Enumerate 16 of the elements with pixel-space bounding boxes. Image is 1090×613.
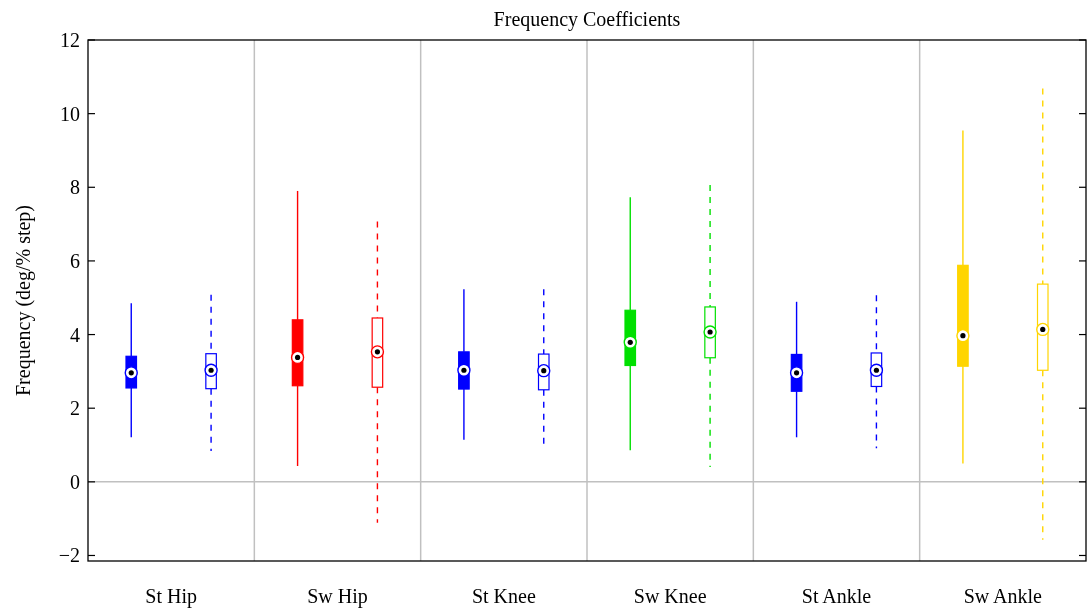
y-tick-label: 4 xyxy=(70,323,80,346)
y-tick-label: 12 xyxy=(60,29,80,51)
y-tick-label: 10 xyxy=(60,102,80,125)
x-tick-label: Sw Knee xyxy=(633,585,707,607)
x-tick-label: Sw Hip xyxy=(307,585,368,608)
y-tick-label: −2 xyxy=(58,544,80,567)
x-tick-label: St Hip xyxy=(145,585,198,608)
y-tick-label: 0 xyxy=(70,470,80,493)
y-tick-label: 8 xyxy=(70,176,80,199)
y-tick-label: 2 xyxy=(70,397,80,420)
x-tick-label: St Ankle xyxy=(801,585,872,607)
x-tick-label: St Knee xyxy=(471,585,536,607)
x-tick-label: Sw Ankle xyxy=(963,585,1043,607)
y-axis-title: Frequency (deg/% step) xyxy=(12,204,35,397)
y-tick-label: 6 xyxy=(70,249,80,272)
chart-title: Frequency Coefficients xyxy=(493,8,681,31)
